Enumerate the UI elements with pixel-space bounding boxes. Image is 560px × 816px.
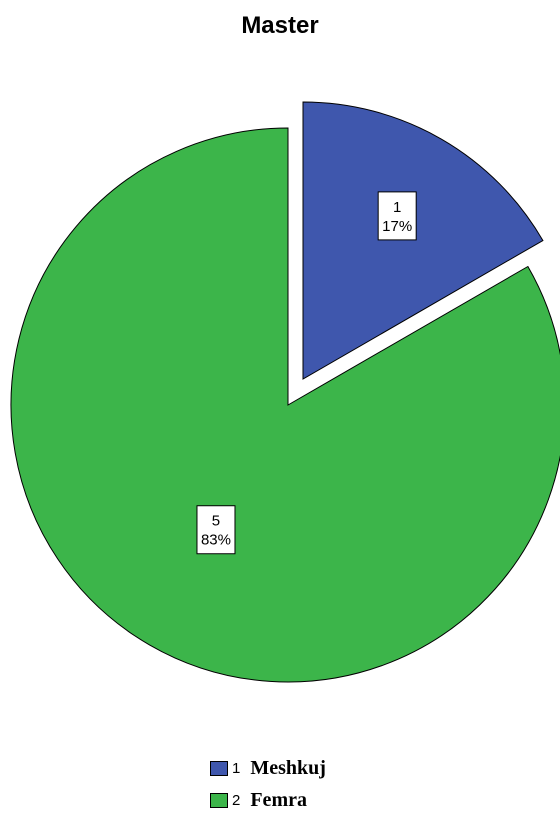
legend-label: Meshkuj	[250, 756, 326, 779]
legend: 1 Meshkuj 2 Femra	[210, 752, 326, 816]
legend-label: Femra	[250, 788, 307, 811]
data-label-percent: 17%	[382, 218, 412, 235]
data-label-count: 5	[212, 513, 220, 530]
data-label-box	[377, 191, 417, 241]
chart-title: Master	[241, 12, 319, 39]
pie-slice-meshkuj	[302, 101, 544, 380]
legend-item-meshkuj: 1 Meshkuj	[210, 752, 326, 784]
slice-data-label: 583%	[196, 505, 236, 555]
slice-data-label: 117%	[377, 191, 417, 241]
data-label-box	[196, 505, 236, 555]
pie-slice-femra	[10, 127, 560, 683]
data-label-count: 1	[393, 199, 401, 216]
data-label-percent: 83%	[201, 532, 231, 549]
legend-swatch-femra	[210, 792, 228, 808]
legend-code: 2	[232, 791, 241, 809]
legend-item-femra: 2 Femra	[210, 784, 326, 816]
legend-code: 1	[232, 759, 241, 777]
legend-swatch-meshkuj	[210, 760, 228, 776]
